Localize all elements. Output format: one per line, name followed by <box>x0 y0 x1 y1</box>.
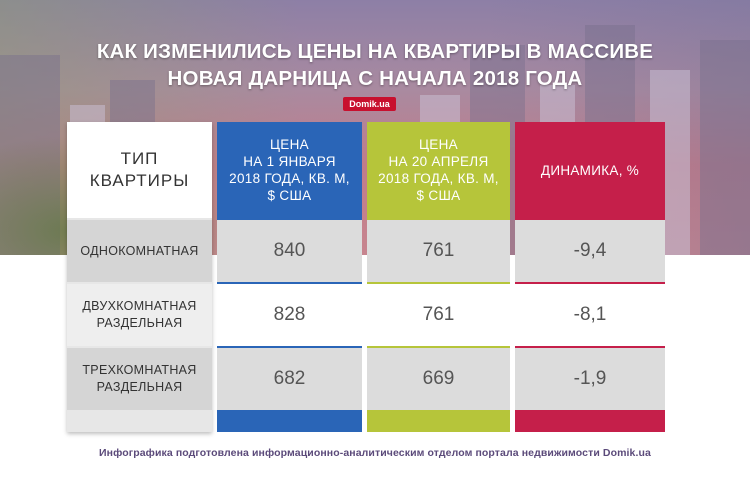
title-line-2: НОВАЯ ДАРНИЦА С НАЧАЛА 2018 ГОДА <box>167 67 583 90</box>
page-title: КАК ИЗМЕНИЛИСЬ ЦЕНЫ НА КВАРТИРЫ В МАССИВ… <box>0 38 750 92</box>
row-1-price-january: 840 <box>217 220 362 282</box>
header-apartment-type: ТИП КВАРТИРЫ <box>67 122 212 218</box>
row-3-change: -1,9 <box>515 348 665 410</box>
header-price-april: ЦЕНА НА 20 АПРЕЛЯ 2018 ГОДА, КВ. М, $ СШ… <box>378 137 499 203</box>
row-1-change: -9,4 <box>515 220 665 282</box>
footer-credit: Инфографика подготовлена информационно-а… <box>99 447 651 459</box>
row-2-type: ДВУХКОМНАТНАЯ РАЗДЕЛЬНАЯ <box>67 284 212 346</box>
row-2-price-april: 761 <box>367 284 510 346</box>
row-3-price-april: 669 <box>367 348 510 410</box>
row-2-change: -8,1 <box>515 284 665 346</box>
row-3-price-january: 682 <box>217 348 362 410</box>
header-price-january: ЦЕНА НА 1 ЯНВАРЯ 2018 ГОДА, КВ. М, $ США <box>229 137 350 203</box>
row-2-price-january: 828 <box>217 284 362 346</box>
row-1-type: ОДНОКОМНАТНАЯ <box>67 220 212 282</box>
domik-logo-badge: Domik.ua <box>343 97 396 111</box>
row-3-type: ТРЕХКОМНАТНАЯ РАЗДЕЛЬНАЯ <box>67 348 212 410</box>
title-line-1: КАК ИЗМЕНИЛИСЬ ЦЕНЫ НА КВАРТИРЫ В МАССИВ… <box>96 40 654 63</box>
row-1-price-april: 761 <box>367 220 510 282</box>
header-change-percent: ДИНАМИКА, % <box>540 162 640 178</box>
